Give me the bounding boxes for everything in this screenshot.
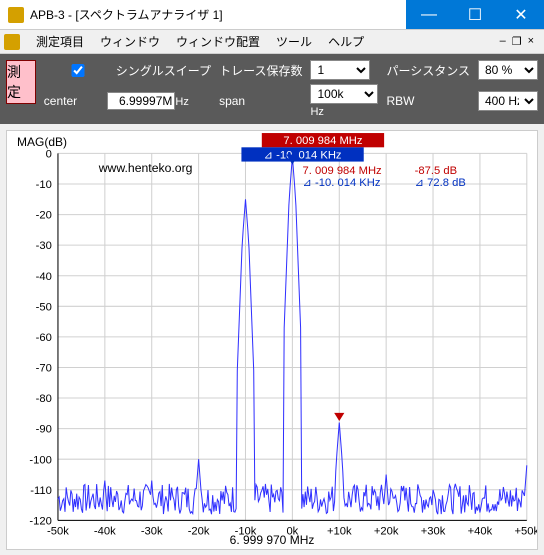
persistence-label: パーシスタンス bbox=[386, 62, 470, 79]
svg-text:-100: -100 bbox=[29, 454, 51, 466]
single-sweep-checkbox[interactable] bbox=[44, 64, 112, 77]
center-label: center bbox=[44, 94, 100, 108]
svg-text:⊿ -10. 014 KHz: ⊿ -10. 014 KHz bbox=[303, 177, 381, 189]
span-label: span bbox=[219, 94, 302, 108]
app-icon bbox=[8, 7, 24, 23]
toolbar: 測定 シングルスイープ トレース保存数 1 パーシスタンス 80 % cente… bbox=[0, 54, 544, 124]
center-unit: Hz bbox=[175, 96, 188, 108]
minimize-button[interactable]: — bbox=[406, 0, 452, 29]
svg-text:-110: -110 bbox=[30, 485, 52, 497]
menu-item[interactable]: 測定項目 bbox=[28, 33, 92, 50]
menu-item[interactable]: ツール bbox=[268, 33, 320, 50]
titlebar: APB-3 - [スペクトラムアナライザ 1] — ☐ ✕ bbox=[0, 0, 544, 30]
span-unit: Hz bbox=[310, 106, 323, 118]
x-axis-title: 6. 999 970 MHz bbox=[7, 533, 537, 547]
menu-item[interactable]: ウィンドウ bbox=[92, 33, 168, 50]
measure-button[interactable]: 測定 bbox=[6, 60, 36, 104]
rbw-select[interactable]: 400 Hz bbox=[478, 91, 538, 111]
svg-text:-40: -40 bbox=[36, 271, 52, 283]
svg-text:⊿ 72.8 dB: ⊿ 72.8 dB bbox=[415, 177, 466, 189]
window-controls: — ☐ ✕ bbox=[406, 0, 544, 29]
mdi-restore-icon[interactable]: ❐ bbox=[512, 35, 522, 48]
center-input[interactable] bbox=[107, 92, 175, 110]
svg-text:-87.5 dB: -87.5 dB bbox=[415, 165, 457, 177]
menu-item[interactable]: ウィンドウ配置 bbox=[168, 33, 268, 50]
spectrum-plot: MAG(dB) -120-110-100-90-80-70-60-50-40-3… bbox=[6, 130, 538, 550]
svg-text:⊿ -10. 014 KHz: ⊿ -10. 014 KHz bbox=[264, 150, 342, 162]
svg-text:-30: -30 bbox=[36, 240, 52, 252]
rbw-label: RBW bbox=[386, 94, 470, 108]
mdi-minimize-icon[interactable]: – bbox=[500, 35, 506, 48]
maximize-button[interactable]: ☐ bbox=[452, 0, 498, 29]
mdi-close-icon[interactable]: × bbox=[528, 35, 534, 48]
single-sweep-label: シングルスイープ bbox=[116, 62, 211, 79]
window-title: APB-3 - [スペクトラムアナライザ 1] bbox=[30, 6, 406, 23]
trace-save-label: トレース保存数 bbox=[219, 62, 302, 79]
svg-text:7. 009 984 MHz: 7. 009 984 MHz bbox=[303, 165, 382, 177]
menubar: 測定項目ウィンドウウィンドウ配置ツールヘルプ – ❐ × bbox=[0, 30, 544, 54]
svg-text:0: 0 bbox=[46, 149, 52, 161]
svg-text:-80: -80 bbox=[36, 393, 52, 405]
svg-text:-60: -60 bbox=[36, 332, 52, 344]
menu-item[interactable]: ヘルプ bbox=[320, 33, 372, 50]
span-select[interactable]: 100k bbox=[310, 84, 378, 104]
mdi-controls: – ❐ × bbox=[500, 35, 540, 48]
svg-text:-90: -90 bbox=[36, 424, 52, 436]
svg-text:www.henteko.org: www.henteko.org bbox=[98, 161, 193, 175]
svg-text:7. 009 984 MHz: 7. 009 984 MHz bbox=[283, 135, 362, 147]
svg-text:-10: -10 bbox=[36, 179, 52, 191]
svg-text:-20: -20 bbox=[36, 210, 52, 222]
mdi-icon bbox=[4, 34, 20, 50]
close-button[interactable]: ✕ bbox=[498, 0, 544, 29]
svg-text:-70: -70 bbox=[36, 363, 52, 375]
trace-save-select[interactable]: 1 bbox=[310, 60, 370, 80]
spectrum-chart: -120-110-100-90-80-70-60-50-40-30-20-100… bbox=[7, 131, 537, 555]
svg-text:-50: -50 bbox=[36, 301, 52, 313]
persistence-select[interactable]: 80 % bbox=[478, 60, 538, 80]
